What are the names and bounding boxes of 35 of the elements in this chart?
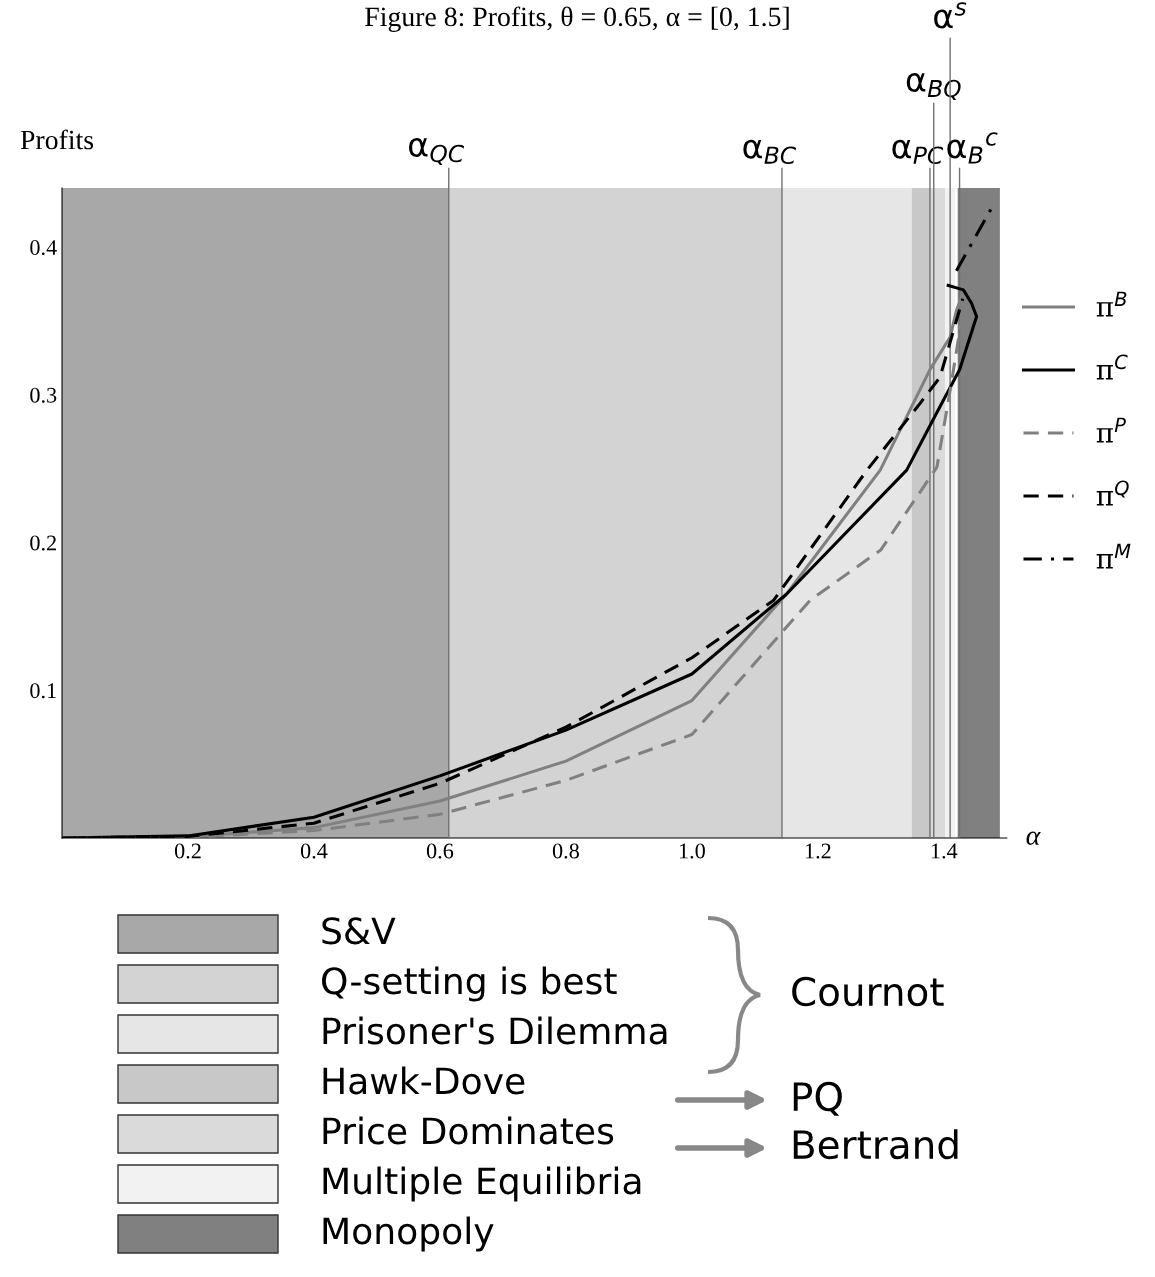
legend-label: π$^{Q}$: [1096, 480, 1129, 506]
text: Cournot: [792, 976, 944, 1007]
text: Bertrand: [793, 1129, 958, 1160]
x-axis-title: α: [1026, 831, 1041, 845]
legend-label: Q-setting is best: [322, 966, 617, 1002]
y-tick-label: 0.4: [30, 240, 57, 256]
x-tick-label: 0.8: [552, 843, 579, 859]
legend-label: Hawk-Dove: [323, 1066, 525, 1095]
chart-title: Figure 8: Profits, θ = 0.65, α = [0, 1.5]: [365, 6, 789, 32]
x-tick-label: 1.2: [805, 843, 831, 859]
legend-label: π$^{M}$: [1096, 543, 1131, 569]
ref-line-label: α$_{B}$$^{c}$: [947, 132, 998, 164]
ref-line-label: α$_{QC}$: [409, 137, 465, 165]
legend-label: π$^{C}$: [1096, 354, 1128, 380]
y-tick-label: 0.3: [30, 387, 57, 403]
ref-line-label: α$^{s}$: [934, 2, 967, 29]
y-tick-label: 0.1: [30, 683, 56, 699]
x-tick-label: 0.2: [174, 843, 201, 859]
ref-line-label: α$_{BC}$: [743, 139, 797, 165]
legend-label: Prisoner's Dilemma: [323, 1016, 667, 1045]
ref-line-label: α$_{BQ}$: [906, 72, 961, 100]
x-tick-label: 0.4: [300, 843, 328, 859]
band-label: S&V: [322, 917, 396, 945]
legend-label: Price Dominates: [323, 1116, 614, 1145]
x-tick-label: 1.4: [931, 843, 958, 859]
legend-label: π$^{P}$: [1096, 417, 1126, 443]
y-tick-label: 0.2: [30, 535, 56, 551]
ref-line-label: α$_{PC}$: [892, 139, 944, 165]
text: PQ: [793, 1081, 842, 1116]
y-axis-title: Profits: [20, 129, 94, 150]
x-tick-label: 0.6: [426, 843, 454, 859]
x-tick-label: 1.0: [679, 843, 705, 859]
legend-label: Multiple Equilibria: [323, 1166, 641, 1202]
legend-label: π$^{B}$: [1096, 291, 1127, 317]
legend-label: Monopoly: [323, 1216, 494, 1252]
